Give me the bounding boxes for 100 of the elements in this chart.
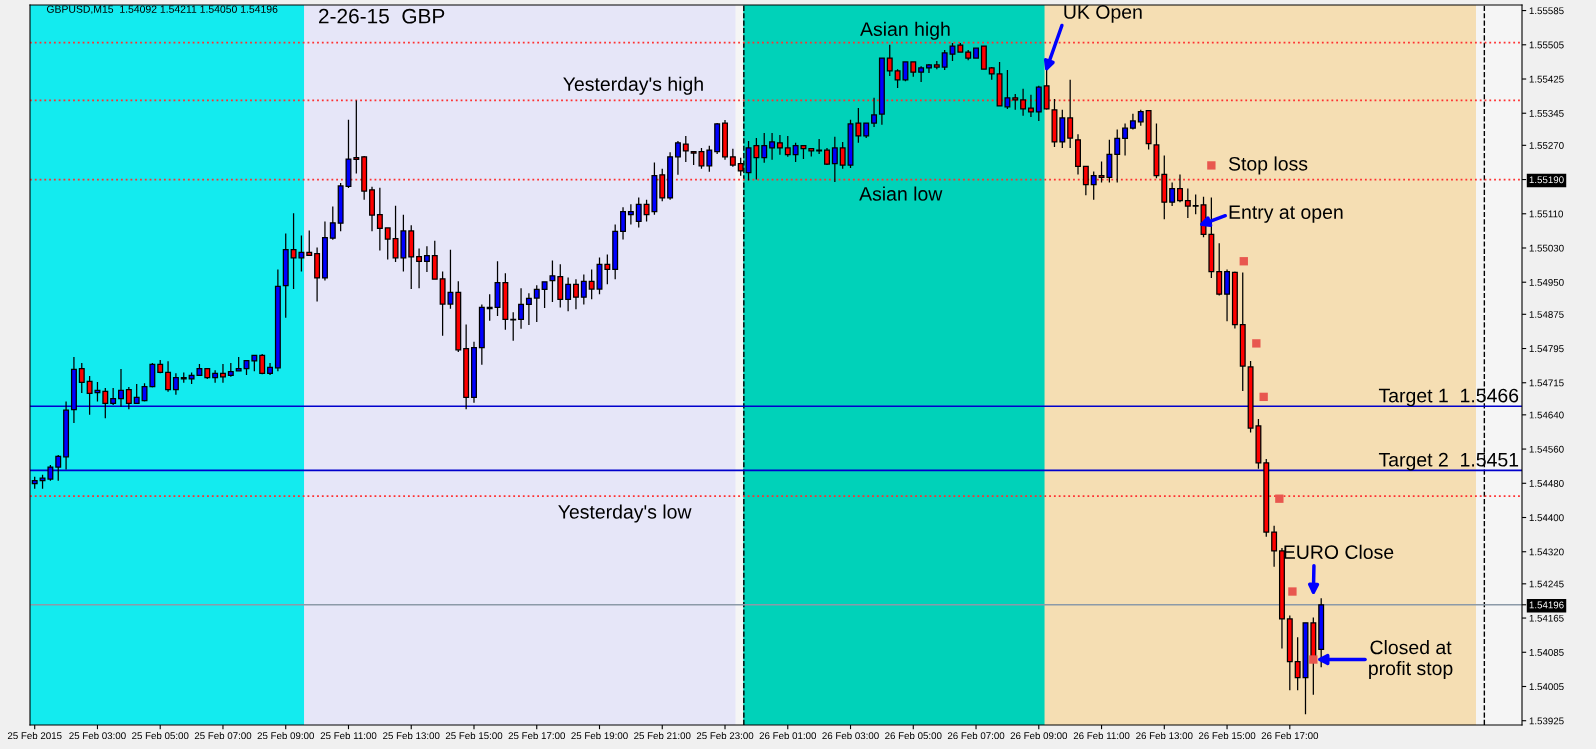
- point: [1259, 392, 1268, 402]
- y-tick-label: 1.55270: [1529, 142, 1564, 149]
- candlestick: [78, 362, 85, 394]
- candlestick: [55, 454, 62, 482]
- candlestick: [580, 273, 587, 306]
- y-tick-label: 1.54320: [1529, 548, 1564, 556]
- candlestick: [557, 263, 564, 309]
- candlestick: [965, 49, 972, 61]
- candlestick: [423, 245, 430, 273]
- candlestick: [1020, 88, 1027, 117]
- candlestick: [274, 268, 281, 372]
- x-tick-label: 25 Feb 11:00: [320, 731, 377, 740]
- candlestick: [627, 203, 634, 226]
- candlestick: [408, 224, 415, 290]
- candlestick: [219, 363, 226, 384]
- candlestick: [831, 136, 838, 183]
- point: [1275, 494, 1284, 503]
- candlestick: [212, 369, 219, 384]
- annotation: Entry at open: [1229, 205, 1343, 223]
- candlestick: [1122, 122, 1129, 157]
- candlestick: [125, 386, 132, 410]
- candlestick: [70, 356, 77, 424]
- candlestick: [204, 368, 211, 380]
- x-tick-label: 26 Feb 07:00: [947, 731, 1005, 740]
- candlestick: [157, 359, 164, 374]
- candlestick: [863, 122, 870, 139]
- candlestick: [722, 119, 728, 161]
- candlestick: [1137, 109, 1144, 127]
- y-tick-label: 1.54560: [1529, 445, 1564, 453]
- candlestick: [165, 360, 172, 393]
- candlestick: [267, 362, 274, 376]
- y-tick-label: 1.55425: [1529, 75, 1564, 83]
- candlestick: [1059, 109, 1066, 149]
- y-tick-label: 1.55190: [1529, 176, 1564, 184]
- annotation: Stop loss: [1228, 156, 1308, 175]
- x-tick-label: 26 Feb 11:00: [1073, 731, 1130, 740]
- y-tick-label: 1.55110: [1529, 210, 1563, 218]
- candlestick: [620, 206, 627, 241]
- ref-line-label: Target 2 1.5451: [1378, 452, 1519, 471]
- point: [1252, 339, 1261, 348]
- x-tick-label: 26 Feb 01:00: [759, 731, 817, 740]
- candlestick: [486, 293, 493, 322]
- x-tick-label: 25 Feb 15:00: [445, 731, 503, 740]
- candlestick: [1067, 79, 1074, 149]
- point: [1288, 587, 1297, 596]
- candlestick: [1184, 187, 1191, 219]
- candlestick: [1271, 525, 1278, 568]
- candlestick: [329, 205, 336, 241]
- y-tick-label: 1.55030: [1529, 244, 1564, 252]
- candlestick: [1082, 165, 1089, 196]
- y-tick-label: 1.54005: [1529, 683, 1564, 691]
- y-tick-label: 1.54085: [1529, 649, 1564, 656]
- x-tick-label: 26 Feb 17:00: [1261, 731, 1319, 740]
- y-tick-label: 1.54950: [1529, 278, 1564, 286]
- point: [1309, 655, 1318, 664]
- candlestick: [1263, 458, 1270, 538]
- y-tick-label: 1.55585: [1529, 7, 1564, 15]
- candlestick: [886, 44, 893, 77]
- candlestick: [871, 97, 878, 128]
- candlestick: [1161, 154, 1168, 220]
- chart-title: 2-26-15 GBP: [319, 8, 445, 24]
- annotation: UK Open: [1064, 5, 1142, 23]
- candlestick: [1090, 170, 1097, 201]
- candlestick: [824, 147, 830, 166]
- candlestick: [541, 281, 548, 309]
- candlestick: [933, 60, 940, 70]
- candlestick: [1114, 128, 1121, 184]
- candlestick: [572, 278, 579, 310]
- annotation: Asian high: [860, 21, 950, 40]
- candlestick: [612, 223, 619, 280]
- x-tick-label: 26 Feb 15:00: [1198, 731, 1256, 740]
- candlestick: [988, 66, 995, 81]
- x-tick-label: 26 Feb 09:00: [1010, 731, 1068, 740]
- candlestick: [1286, 614, 1293, 691]
- y-tick-label: 1.54165: [1529, 614, 1564, 622]
- chart-subtitle: GBPUSD,M15 1.54092 1.54211 1.54050 1.54196: [46, 5, 278, 15]
- candlestick: [1145, 110, 1152, 151]
- candlestick: [455, 280, 462, 353]
- candlestick: [510, 311, 517, 342]
- candlestick: [776, 134, 783, 156]
- candlestick: [910, 61, 917, 78]
- candlestick: [376, 187, 383, 252]
- x-tick-label: 25 Feb 13:00: [383, 731, 440, 740]
- candlestick: [1278, 547, 1285, 650]
- candlestick: [878, 57, 885, 126]
- candlestick: [282, 232, 289, 319]
- candlestick: [180, 371, 187, 384]
- candlestick: [518, 287, 525, 330]
- candlestick: [667, 151, 674, 201]
- y-tick-label: 1.54245: [1529, 580, 1564, 588]
- candlestick: [1075, 133, 1081, 176]
- candlestick: [1192, 193, 1199, 215]
- y-tick-label: 1.54400: [1529, 514, 1564, 522]
- x-tick-label: 26 Feb 03:00: [822, 731, 879, 740]
- candlestick: [1035, 85, 1042, 122]
- x-tick-label: 25 Feb 23:00: [696, 731, 754, 740]
- candlestick: [172, 372, 179, 396]
- ref-line-label: Target 1 1.5466: [1378, 388, 1519, 407]
- candlestick: [478, 303, 485, 366]
- candlestick: [314, 246, 321, 303]
